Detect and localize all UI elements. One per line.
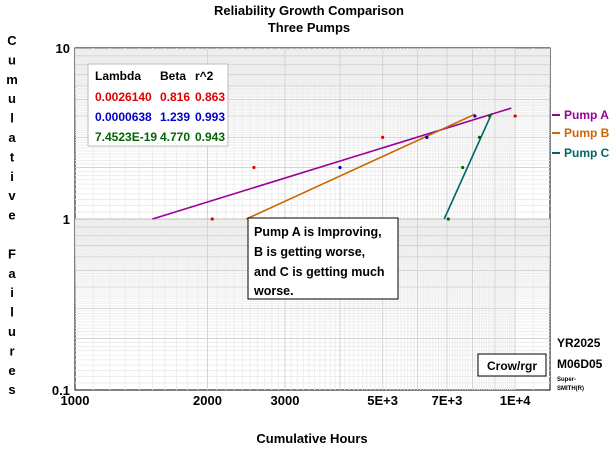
chart-subtitle: Three Pumps [268, 20, 350, 35]
y-axis-label-char: F [8, 246, 16, 261]
method-label: Crow/rgr [487, 359, 537, 373]
y-axis-label-char: e [8, 208, 15, 223]
data-point-pump-c [461, 165, 465, 170]
y-axis-label-char: l [10, 111, 14, 126]
method-box: Crow/rgr [477, 353, 547, 377]
data-point-pump-c [477, 135, 482, 140]
table-cell: 0.0000638 [95, 110, 152, 124]
y-axis-label-char: u [8, 52, 16, 67]
data-point-pump-a [252, 165, 256, 170]
x-tick-label: 5E+3 [367, 393, 398, 408]
x-tick-label: 3000 [271, 393, 300, 408]
annotation-line: worse. [253, 284, 294, 298]
data-point-pump-b [338, 165, 342, 170]
data-point-pump-c [488, 114, 492, 118]
y-axis-label-char: C [7, 33, 17, 48]
annotation-line: and C is getting much [254, 265, 385, 279]
data-point-pump-a [210, 217, 214, 221]
table-cell: 0.863 [195, 90, 225, 104]
data-point-pump-b [473, 114, 477, 118]
data-point-pump-a [513, 114, 517, 118]
y-axis-label-char: r [9, 343, 14, 358]
y-tick-label: 0.1 [52, 383, 70, 398]
y-axis-label-char: t [10, 149, 15, 164]
annotation-box: Pump A is Improving, B is getting worse, a… [247, 217, 399, 300]
date-year: YR2025 [557, 336, 601, 350]
y-axis-label-char: e [8, 363, 15, 378]
y-axis-label-char: a [8, 130, 16, 145]
legend-label: Pump A [564, 108, 609, 122]
y-axis-label-char: m [6, 72, 18, 87]
x-tick-label: 1E+4 [500, 393, 531, 408]
table-cell: 0.993 [195, 110, 225, 124]
legend-label: Pump C [564, 146, 610, 160]
table-cell: 1.239 [160, 110, 190, 124]
software-name-2: SMITH(R) [557, 386, 584, 392]
table-cell: 0.0026140 [95, 90, 152, 104]
data-point-pump-b [425, 135, 429, 140]
y-axis-label-char: v [8, 188, 16, 203]
x-axis-label: Cumulative Hours [256, 431, 367, 446]
data-point-pump-a [381, 135, 385, 140]
x-tick-label: 1000 [61, 393, 90, 408]
chart-title: Reliability Growth Comparison [214, 3, 404, 18]
legend-label: Pump B [564, 126, 610, 140]
table-cell: 0.816 [160, 90, 190, 104]
table-cell: 7.4523E-19 [95, 130, 157, 144]
fit-line-pump-b [245, 113, 476, 220]
annotation-line: B is getting worse, [254, 245, 365, 259]
x-tick-label: 2000 [193, 393, 222, 408]
y-axis-label-char: s [8, 382, 15, 397]
y-axis-label-char: a [8, 266, 16, 281]
data-point-pump-c [446, 217, 450, 221]
fit-line-pump-c [443, 112, 493, 220]
date-month-day: M06D05 [557, 357, 603, 371]
table-header: Beta [160, 69, 186, 83]
y-tick-label: 10 [56, 41, 70, 56]
table-cell: 4.770 [160, 130, 190, 144]
table-header: r^2 [195, 69, 214, 83]
table-cell: 0.943 [195, 130, 225, 144]
y-tick-label: 1 [63, 212, 70, 227]
parameter-table: Lambda Beta r^2 0.0026140 0.816 0.863 0.000063… [87, 63, 229, 147]
y-axis-label-char: u [8, 324, 16, 339]
y-axis-label-char: u [8, 91, 16, 106]
y-axis-label-char: i [10, 285, 14, 300]
fit-line-pump-a [152, 107, 512, 220]
y-axis-label-char: i [10, 169, 14, 184]
software-name-1: Super- [557, 377, 576, 383]
table-header: Lambda [95, 69, 141, 83]
x-tick-label: 7E+3 [432, 393, 463, 408]
annotation-line: Pump A is Improving, [254, 225, 382, 239]
y-axis-label-char: l [10, 305, 14, 320]
